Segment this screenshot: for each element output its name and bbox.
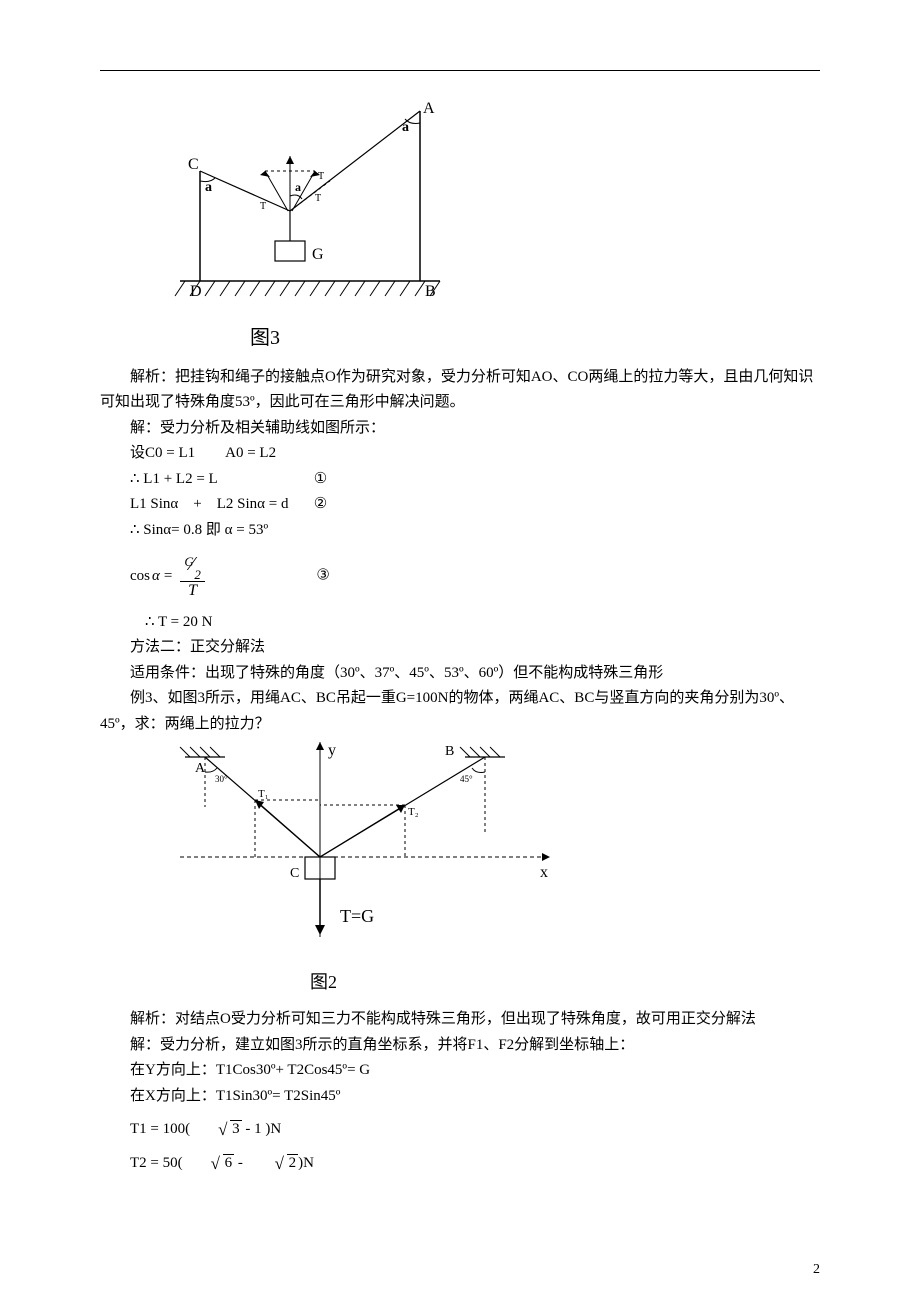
f2-x: x	[540, 864, 548, 881]
f2-C: C	[290, 866, 299, 881]
figure-3: A B C D G a a a T T T 图3	[170, 101, 820, 355]
figure2-svg: A B C x y T₁ T₂ 30° 45° T=G	[150, 737, 570, 957]
page: A B C D G a a a T T T 图3 解析：把挂钩和绳子的接触点O作…	[0, 0, 920, 1302]
solve1-intro: 解：受力分析及相关辅助线如图所示：	[100, 416, 820, 442]
figure3-svg: A B C D G a a a T T T	[170, 101, 450, 311]
res-T2: T2 = 50(6 - 2)N	[100, 1151, 820, 1177]
example3: 例3、如图3所示，用绳AC、BC吊起一重G=100N的物体，两绳AC、BC与竖直…	[100, 686, 820, 737]
page-number: 2	[813, 1258, 820, 1282]
eq-Y: 在Y方向上：T1Cos30º+ T2Cos45º= G	[100, 1058, 820, 1084]
eq2-num: ②	[314, 496, 327, 512]
cos-eq: =	[164, 564, 172, 590]
figure-2: A B C x y T₁ T₂ 30° 45° T=G 图2	[150, 737, 820, 997]
top-rule	[100, 70, 820, 71]
cos-num: ③	[316, 568, 329, 584]
eq1-lhs: ∴ L1 + L2 = L	[130, 467, 310, 493]
t1-rad: 3	[230, 1120, 242, 1137]
f2-y: y	[328, 742, 336, 759]
eq1-num: ①	[314, 471, 327, 487]
analysis-2: 解析：对结点O受力分析可知三力不能构成特殊三角形，但出现了特殊角度，故可用正交分…	[100, 1007, 820, 1033]
res-T1: T1 = 100( 3 - 1 )N	[100, 1117, 820, 1143]
lbl-A: A	[423, 101, 435, 117]
eq-T: ∴ T = 20 N	[100, 610, 820, 636]
lbl-a3: a	[295, 180, 301, 194]
eq2-lhs: L1 Sinα + L2 Sinα = d	[130, 492, 310, 518]
f2-TG: T=G	[340, 906, 374, 926]
f2-30: 30°	[215, 774, 228, 784]
lbl-a1: a	[205, 180, 212, 195]
cos-label: cos	[130, 564, 150, 590]
lbl-T3: T	[318, 171, 324, 182]
eq1: ∴ L1 + L2 = L ①	[100, 467, 820, 493]
f2-T2: T₂	[408, 806, 419, 818]
lbl-D: D	[190, 283, 202, 300]
lbl-T2: T	[315, 193, 321, 204]
t2-pre: T2 = 50(	[130, 1155, 183, 1171]
cos-den: T	[184, 582, 201, 600]
eq-sin: ∴ Sinα= 0.8 即 α = 53º	[100, 518, 820, 544]
t1-post: - 1 )N	[242, 1121, 282, 1137]
t2-rad1: 6	[223, 1154, 235, 1171]
figure2-caption: 图2	[310, 967, 820, 998]
lbl-B: B	[425, 283, 436, 300]
f2-T1: T₁	[258, 788, 269, 800]
cos-alpha: α	[152, 564, 160, 590]
eq-cos: cos α = G ⁄ 2 T ③	[100, 549, 820, 604]
solve2-intro: 解：受力分析，建立如图3所示的直角坐标系，并将F1、F2分解到坐标轴上：	[100, 1033, 820, 1059]
let-line: 设C0 = L1 A0 = L2	[100, 441, 820, 467]
eq-X: 在X方向上：T1Sin30º= T2Sin45º	[100, 1084, 820, 1110]
f2-B: B	[445, 744, 454, 759]
t1-pre: T1 = 100(	[130, 1121, 190, 1137]
method2-title: 方法二：正交分解法	[100, 635, 820, 661]
t2-rad2: 2	[287, 1154, 299, 1171]
lbl-G: G	[312, 246, 324, 263]
eq2: L1 Sinα + L2 Sinα = d ②	[100, 492, 820, 518]
figure3-caption: 图3	[250, 321, 820, 355]
analysis-1: 解析：把挂钩和绳子的接触点O作为研究对象，受力分析可知AO、CO两绳上的拉力等大…	[100, 365, 820, 416]
f2-45: 45°	[460, 774, 473, 784]
t2-post: )N	[298, 1155, 314, 1171]
lbl-T1: T	[260, 201, 266, 212]
lbl-C: C	[188, 156, 199, 173]
lbl-a2: a	[402, 120, 409, 135]
method2-cond: 适用条件：出现了特殊的角度（30º、37º、45º、53º、60º）但不能构成特…	[100, 661, 820, 687]
f2-A: A	[195, 761, 206, 776]
